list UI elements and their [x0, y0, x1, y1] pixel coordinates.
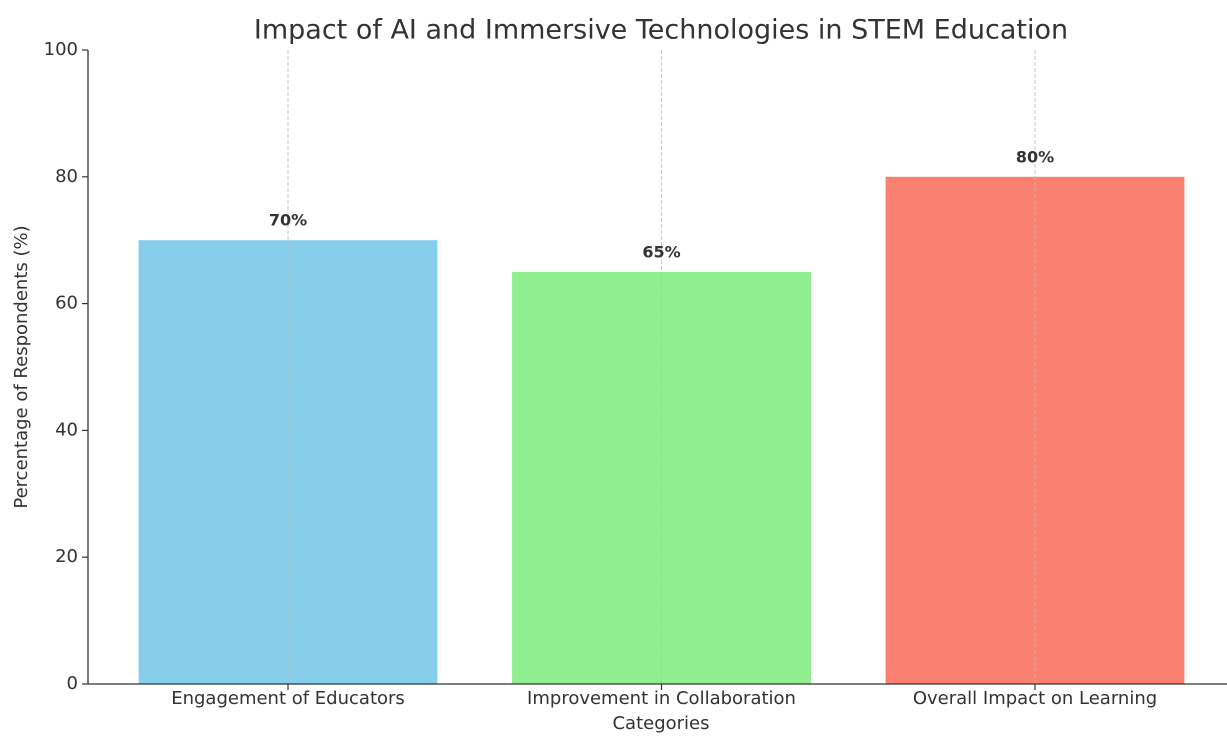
- chart-title: Impact of AI and Immersive Technologies …: [254, 15, 1068, 46]
- y-tick-label: 20: [55, 546, 78, 567]
- y-tick-label: 80: [55, 166, 78, 187]
- y-axis-label: Percentage of Respondents (%): [11, 225, 32, 508]
- y-tick-label: 40: [55, 419, 78, 440]
- x-tick-label: Overall Impact on Learning: [913, 688, 1157, 709]
- y-tick-label: 60: [55, 293, 78, 314]
- value-label: 80%: [1016, 147, 1054, 166]
- value-label: 65%: [642, 242, 680, 261]
- y-tick-label: 0: [67, 673, 78, 694]
- x-tick-label: Engagement of Educators: [171, 688, 405, 709]
- value-label: 70%: [269, 211, 307, 230]
- y-tick-label: 100: [44, 39, 78, 60]
- x-axis-label: Categories: [612, 713, 709, 734]
- x-tick-label: Improvement in Collaboration: [527, 688, 796, 709]
